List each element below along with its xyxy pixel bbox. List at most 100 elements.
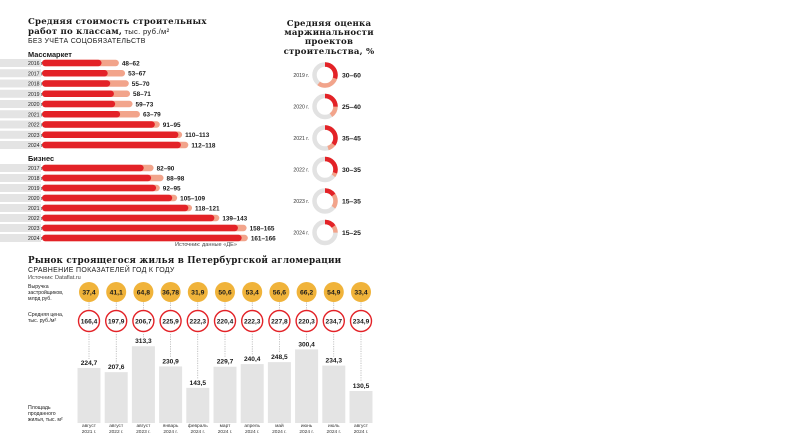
- business-value-label: 158–165: [250, 225, 275, 232]
- mass-market-value-label: 63–79: [143, 112, 161, 119]
- mass-market-row-bg: [0, 89, 41, 98]
- price-circle: [213, 309, 237, 333]
- area-value: 224,7: [81, 360, 98, 367]
- area-row-label: Площадь проданного жилья, тыс. м²: [28, 405, 63, 423]
- margin-value-label: 25–40: [342, 104, 361, 111]
- price-value: 220,4: [217, 319, 234, 326]
- revenue-circle: [160, 282, 181, 302]
- mass-market-row-bg: [0, 120, 41, 129]
- mass-market-value-label: 58–71: [133, 91, 151, 98]
- mass-market-year-label: 2018 г.: [28, 82, 44, 88]
- revenue-circle: [242, 282, 263, 302]
- area-label-2: проданного: [28, 410, 56, 417]
- market-month-label: июнь: [301, 424, 313, 429]
- revenue-label-3: млрд руб.: [28, 295, 52, 302]
- mass-market-year-label: 2021 г.: [28, 112, 44, 118]
- price-value: 206,7: [135, 319, 152, 326]
- business-min-bar: [42, 174, 152, 182]
- margin-ring-min: [312, 125, 338, 151]
- mass-market-year-label: 2019 г.: [28, 92, 44, 98]
- business-row-bg: [0, 184, 41, 192]
- business-row-bg: [0, 204, 41, 212]
- mass-market-year-label: 2020 г.: [28, 102, 44, 108]
- cost-title-bold: работ по классам,: [28, 27, 123, 38]
- mass-market-min-bar: [42, 100, 116, 108]
- mass-market-year-label: 2016 г.: [28, 61, 44, 67]
- area-value: 143,5: [190, 380, 207, 387]
- area-value: 313,3: [135, 338, 152, 345]
- business-year-label: 2023 г.: [28, 226, 44, 232]
- area-bar: [267, 362, 291, 423]
- mass-market-min-bar: [42, 90, 114, 97]
- market-year-label: 2024 г.: [245, 429, 260, 435]
- market-month-label: июль: [328, 424, 340, 429]
- mass-market-value-label: 91–95: [163, 122, 181, 129]
- margin-title-text: строительства, %: [283, 46, 375, 57]
- business-min-bar: [42, 214, 215, 222]
- market-year-label: 2024 г.: [191, 429, 206, 435]
- revenue-value: 54,9: [327, 290, 340, 297]
- area-bar: [322, 365, 346, 423]
- mass-market-row-bg: [0, 130, 41, 139]
- area-bar: [213, 366, 237, 423]
- market-month-label: январь: [163, 424, 179, 429]
- business-value-label: 88–98: [167, 175, 185, 182]
- revenue-circle: [106, 282, 127, 302]
- business-row-bg: [0, 214, 41, 222]
- mass-market-value-label: 55–70: [132, 81, 150, 88]
- margin-value-label: 35–45: [342, 136, 361, 143]
- market-year-label: 2024 г.: [218, 429, 233, 435]
- market-month-label: август: [109, 424, 124, 429]
- margin-year-label: 2022 г.: [293, 168, 309, 174]
- area-value: 230,9: [162, 358, 179, 365]
- revenue-value: 33,4: [354, 290, 367, 297]
- margin-year-label: 2021 г.: [293, 136, 309, 142]
- mass-market-min-bar: [42, 111, 121, 118]
- price-value: 234,9: [353, 319, 370, 326]
- mass-market-value-label: 53–67: [128, 71, 146, 78]
- business-value-label: 118–121: [195, 205, 220, 212]
- revenue-value: 37,4: [82, 290, 95, 297]
- revenue-value: 66,2: [300, 290, 313, 297]
- price-row-label: Средняя цена, тыс. руб./м²: [28, 312, 63, 325]
- price-value: 166,4: [81, 319, 98, 326]
- mass-market-year-label: 2022 г.: [28, 123, 44, 129]
- market-year-label: 2024 г.: [327, 429, 342, 435]
- margin-value-label: 15–35: [342, 199, 361, 206]
- mass-market-row-bg: [0, 110, 41, 119]
- price-circle: [104, 309, 128, 333]
- area-label-1: Площадь: [28, 405, 51, 411]
- cost-source: Источник: данные «ДЕ»: [175, 242, 237, 248]
- price-circle: [159, 309, 182, 333]
- area-value: 130,5: [353, 383, 370, 390]
- area-value: 229,7: [217, 359, 234, 366]
- price-value: 234,7: [326, 319, 343, 326]
- margin-ring-min: [312, 188, 338, 214]
- margin-value-label: 30–35: [342, 167, 361, 174]
- mass-market-min-bar: [42, 141, 181, 149]
- market-year-label: 2021 г.: [82, 429, 97, 435]
- area-bar: [240, 364, 264, 423]
- mass-market-min-bar: [42, 80, 111, 87]
- cost-title-unit: тыс. руб./м²: [122, 27, 170, 37]
- revenue-circle: [215, 282, 235, 302]
- margin-title-line3: проектов: [304, 37, 354, 48]
- area-bar: [186, 387, 210, 423]
- price-circle: [77, 309, 101, 333]
- revenue-circle: [187, 282, 208, 302]
- revenue-label-2: застройщиков,: [28, 289, 64, 296]
- mass-market-min-bar: [42, 70, 108, 77]
- business-value-label: 105–109: [180, 195, 205, 202]
- area-value: 207,6: [108, 364, 125, 371]
- mass-market-min-bar: [42, 121, 155, 128]
- area-value: 300,4: [298, 341, 315, 348]
- price-circle: [268, 309, 291, 333]
- mass-market-value-label: 110–113: [185, 132, 210, 139]
- business-row-bg: [0, 234, 41, 242]
- business-heading: Бизнес: [28, 154, 55, 163]
- margin-year-label: 2023 г.: [293, 199, 309, 205]
- market-year-label: 2022 г.: [109, 429, 124, 435]
- business-year-label: 2020 г.: [28, 196, 44, 202]
- market-month-label: август: [82, 424, 97, 429]
- market-year-label: 2024 г.: [299, 429, 314, 435]
